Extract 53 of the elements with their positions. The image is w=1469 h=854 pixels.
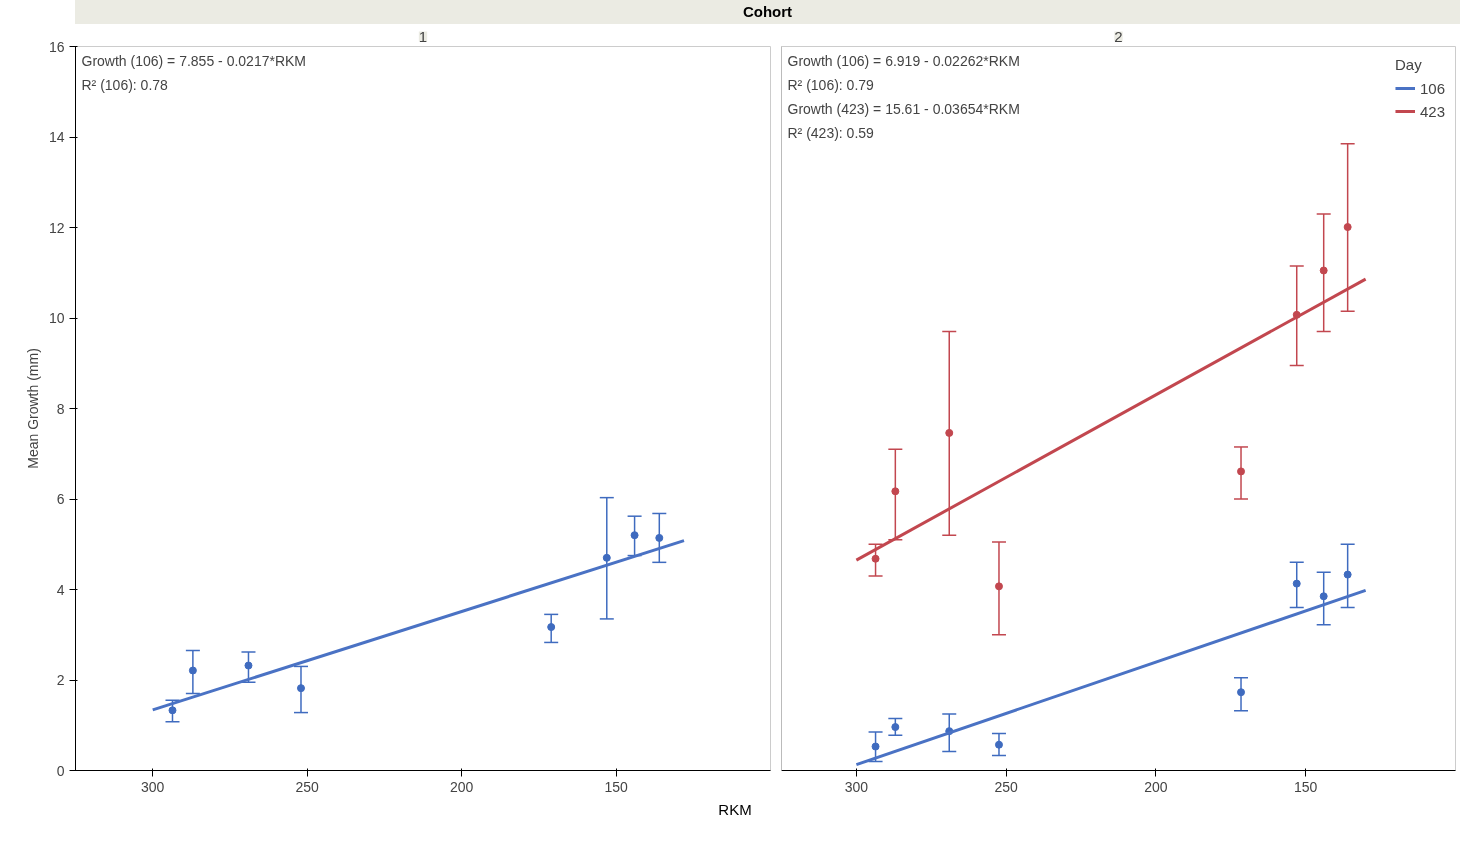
x-tick-label: 200 (449, 778, 474, 795)
legend-label: 106 (1419, 79, 1445, 97)
x-tick-label: 300 (844, 778, 869, 795)
point (1343, 570, 1352, 579)
legend-label: 423 (1419, 102, 1445, 120)
point (168, 706, 177, 715)
y-tick-label: 10 (48, 310, 65, 326)
y-tick-label: 16 (48, 38, 65, 55)
y-tick-label: 8 (56, 400, 65, 417)
point (891, 487, 900, 496)
x-tick-label: 250 (295, 778, 320, 795)
point (547, 623, 556, 632)
legend-title: Day (1394, 56, 1423, 73)
y-tick-label: 14 (48, 129, 65, 145)
y-tick-label: 2 (56, 672, 65, 688)
point (244, 661, 253, 670)
point (994, 740, 1003, 749)
chart-subtitle: 2 (1114, 27, 1123, 45)
point (994, 582, 1003, 591)
chart-subtitle: 1 (418, 27, 428, 45)
x-tick-label: 250 (994, 778, 1019, 795)
y-tick-label: 6 (56, 491, 65, 507)
point (1319, 592, 1328, 601)
point (630, 531, 639, 540)
point (188, 666, 197, 675)
y-tick-label: 0 (56, 762, 65, 779)
point (1237, 467, 1246, 476)
annotation: R² (106): 0.78 (81, 76, 169, 93)
x-tick-label: 200 (1144, 778, 1168, 795)
point (296, 684, 305, 693)
annotation: R² (106): 0.79 (787, 76, 875, 93)
x-tick-label: 300 (141, 778, 165, 795)
point (891, 723, 900, 732)
chart-title: Cohort (742, 2, 793, 22)
x-tick-label: 150 (604, 778, 628, 795)
point (1292, 579, 1301, 588)
point (1319, 266, 1328, 275)
y-tick-label: 12 (48, 219, 65, 236)
y-tick-label: 4 (56, 581, 65, 598)
point (655, 533, 664, 542)
point (602, 553, 611, 562)
point (1343, 223, 1352, 232)
point (945, 428, 954, 437)
x-tick-label: 150 (1294, 778, 1318, 795)
point (1237, 688, 1246, 697)
annotation: Growth (106) = 7.855 - 0.0217*RKM (81, 52, 307, 69)
point (871, 742, 880, 751)
point (871, 554, 880, 563)
x-axis-title: RKM (718, 800, 752, 820)
annotation: Growth (106) = 6.919 - 0.02262*RKM (787, 52, 1020, 69)
y-axis-title: Mean Growth (mm) (24, 348, 41, 469)
annotation: Growth (423) = 15.61 - 0.03654*RKM (787, 100, 1020, 117)
annotation: R² (423): 0.59 (787, 124, 875, 141)
